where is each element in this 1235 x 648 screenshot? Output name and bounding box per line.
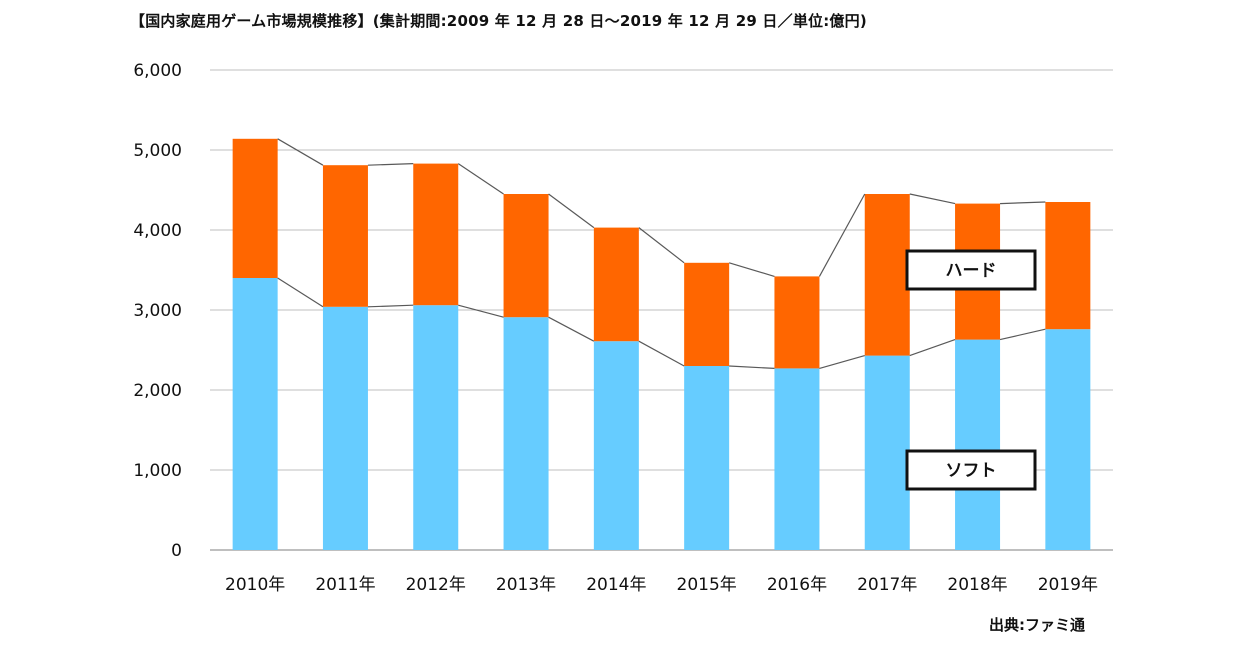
y-tick-label: 6,000 [133,61,182,81]
connector-soft [277,277,324,308]
x-tick-label: 2016年 [767,575,827,595]
source-credit: 出典:ファミ通 [989,616,1085,634]
connector-soft [548,316,595,342]
y-axis-tick-labels: 0 1,000 2,000 3,000 4,000 5,000 6,000 [133,61,182,561]
y-tick-label: 3,000 [133,301,182,321]
connector-soft [909,339,956,357]
connector-soft [819,355,865,369]
y-tick-label: 2,000 [133,381,182,401]
x-tick-label: 2015年 [677,575,737,595]
y-tick-label: 0 [171,541,182,561]
series-label-hard: ハード [946,261,997,281]
x-tick-label: 2019年 [1038,575,1098,595]
bar-hard [322,165,368,307]
connector-total [548,193,595,229]
x-tick-label: 2013年 [496,575,556,595]
bar-soft [1045,329,1091,550]
x-axis-tick-labels: 2010年 2011年 2012年 2013年 2014年 2015年 2016年 2017年… [225,575,1098,595]
x-tick-label: 2010年 [225,575,285,595]
connector-total [909,193,956,205]
bar-hard [503,194,549,318]
connector-total [728,262,775,277]
connector-total [277,138,324,166]
connector-total [1000,201,1046,205]
bar-hard [413,163,459,306]
bar-soft [593,341,639,550]
bar-soft [503,317,549,550]
connector-total [638,227,685,264]
bar-soft [684,366,730,550]
x-tick-label: 2014年 [586,575,646,595]
connector-total [457,163,504,195]
bar-hard [593,227,639,342]
bar-soft [322,306,368,550]
connector-soft [458,304,504,318]
connector-soft [638,340,685,367]
x-tick-label: 2012年 [406,575,466,595]
x-tick-label: 2017年 [857,575,917,595]
series-connector-lines [277,138,1046,369]
connector-soft [999,328,1046,341]
bar-hard [232,138,278,278]
bar-hard [774,276,820,369]
connector-total [818,193,866,277]
bar-soft [232,278,278,550]
y-tick-label: 1,000 [133,461,182,481]
bar-hard [864,194,910,356]
bar-soft [955,339,1001,550]
series-label-hard-box [905,249,1037,291]
connector-soft [367,304,414,308]
connector-soft [729,365,775,369]
bar-hard [1045,202,1091,330]
y-tick-label: 5,000 [133,141,182,161]
y-tick-label: 4,000 [133,221,182,241]
bar-soft [864,355,910,550]
connector-total [367,163,414,166]
series-label-soft-box [905,449,1037,491]
series-label-soft: ソフト [946,461,997,481]
x-tick-label: 2018年 [947,575,1007,595]
bar-soft [413,305,459,550]
bar-soft [774,368,820,550]
chart-title: 【国内家庭用ゲーム市場規模推移】(集計期間:2009 年 12 月 28 日～2… [130,12,867,30]
x-tick-label: 2011年 [315,575,375,595]
bar-hard [684,262,730,366]
